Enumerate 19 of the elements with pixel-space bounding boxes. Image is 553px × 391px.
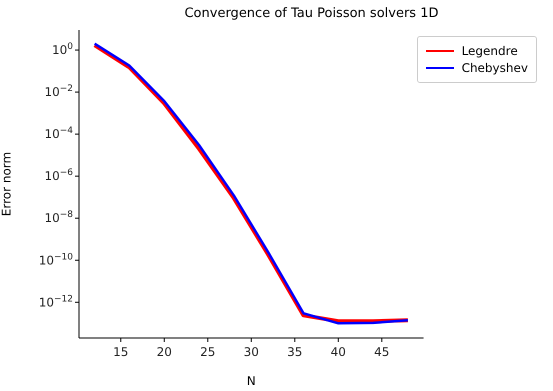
y-tick-label: 10$^{−10}$ [38, 252, 74, 268]
y-tick-label: 10$^{−2}$ [44, 84, 73, 100]
y-axis-title: Error norm [0, 152, 14, 216]
y-tick-label: 10$^{−6}$ [44, 168, 74, 184]
legend-label: Chebyshev [462, 61, 528, 75]
y-tick-label: 10$^{0}$ [52, 42, 74, 58]
x-tick-label: 20 [156, 345, 172, 359]
y-tick-label: 10$^{−12}$ [38, 294, 73, 310]
chart-title: Convergence of Tau Poisson solvers 1D [183, 6, 440, 21]
x-tick-label: 45 [374, 345, 390, 359]
y-tick-label: 10$^{−4}$ [44, 126, 74, 142]
x-tick-label: 25 [200, 345, 216, 359]
x-tick-label: 35 [287, 345, 302, 359]
x-tick-label: 40 [330, 345, 346, 359]
legend-label: Legendre [462, 44, 518, 58]
y-tick-label: 10$^{−8}$ [44, 210, 74, 226]
x-tick-label: 15 [113, 345, 128, 359]
x-axis-title: N [246, 374, 256, 388]
x-tick-label: 30 [244, 345, 259, 359]
